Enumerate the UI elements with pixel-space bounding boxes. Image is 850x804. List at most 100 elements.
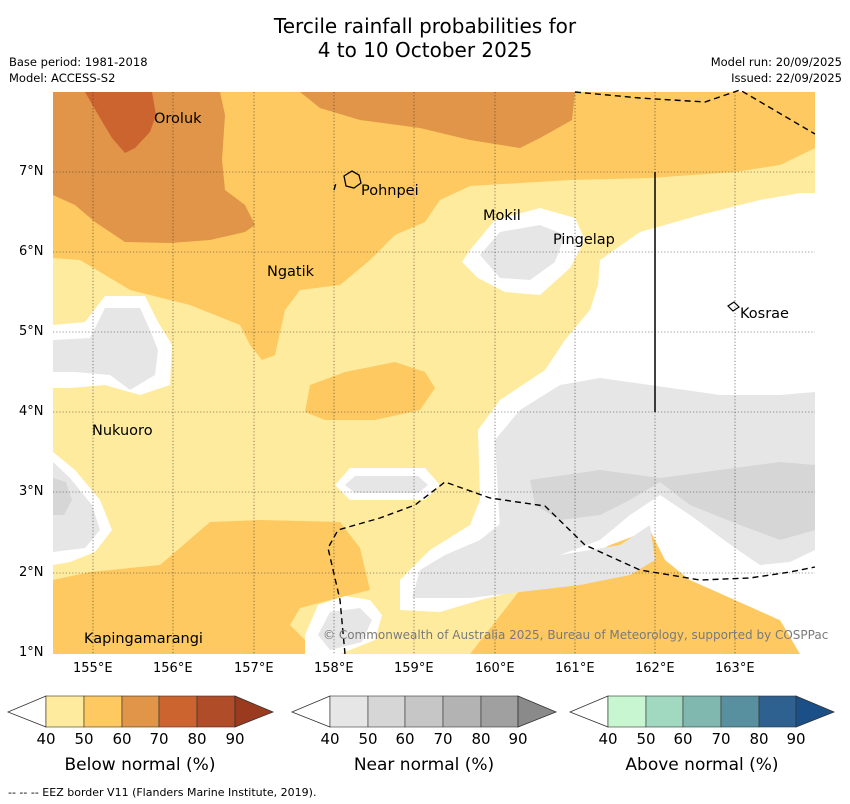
lat-label-1: 1°N (19, 645, 44, 660)
cbar-above-50 (607, 695, 647, 728)
region-near-60-east (530, 462, 815, 540)
cbar-above-90 (758, 695, 797, 728)
map-fill (53, 92, 815, 654)
region-below-80 (85, 92, 156, 153)
cbar-near-title: Near normal (%) (353, 755, 495, 775)
region-below-60-mid (305, 362, 435, 420)
cbar-above-tick-80: 80 (749, 730, 769, 748)
cbar-below-tick-50: 50 (74, 730, 94, 748)
cbar-near-50 (329, 695, 369, 728)
region-below-60-southeast (470, 530, 815, 654)
lat-label-4: 4°N (19, 404, 44, 419)
lat-label-7: 7°N (19, 164, 44, 179)
base-period: Base period: 1981-2018 (9, 55, 148, 69)
place-oroluk: Oroluk (154, 111, 202, 127)
cbar-below-tick-40: 40 (36, 730, 56, 748)
region-near-50-south (318, 608, 372, 650)
cbar-near-tick-70: 70 (433, 730, 453, 748)
cbar-near-high-arrow (517, 695, 558, 728)
lon-label-158: 158°E (314, 661, 354, 676)
cbar-above-tick-40: 40 (598, 730, 618, 748)
colorbar-near (290, 695, 558, 728)
place-pohnpei: Pohnpei (361, 183, 419, 199)
colorbar-below (6, 695, 275, 728)
cbar-near-70 (404, 695, 444, 728)
place-kosrae: Kosrae (740, 306, 789, 322)
cbar-near-low-arrow (290, 695, 331, 728)
region-below-70-west (53, 92, 255, 243)
cbar-below-title: Below normal (%) (64, 755, 216, 775)
title-line-2: 4 to 10 October 2025 (317, 38, 533, 62)
lon-label-156: 156°E (153, 661, 193, 676)
copyright: © Commonwealth of Australia 2025, Bureau… (323, 628, 829, 642)
meta-right: Model run: 20/09/2025 Issued: 22/09/2025 (711, 54, 842, 86)
cbar-above-80 (720, 695, 760, 728)
region-near-60-southwest (53, 478, 72, 515)
cbar-near-tick-40: 40 (320, 730, 340, 748)
cbar-below-50 (45, 695, 85, 728)
cbar-below-60 (83, 695, 123, 728)
cbar-above-tick-70: 70 (711, 730, 731, 748)
lon-label-161: 161°E (555, 661, 595, 676)
cbar-near-90 (480, 695, 519, 728)
cbar-above-tick-90: 90 (786, 730, 806, 748)
cbar-below-tick-60: 60 (112, 730, 132, 748)
lon-label-162: 162°E (635, 661, 675, 676)
region-near-50-mid (345, 476, 428, 493)
region-near-50-southmid (412, 520, 655, 598)
lon-label-163: 163°E (715, 661, 755, 676)
lon-label-157: 157°E (234, 661, 274, 676)
cbar-below-70 (121, 695, 160, 728)
cbar-above-title: Above normal (%) (625, 755, 779, 775)
cbar-above-tick-60: 60 (673, 730, 693, 748)
region-near-50-mokil (480, 225, 565, 280)
lon-label-159: 159°E (394, 661, 434, 676)
title-line-1: Tercile rainfall probabilities for (273, 14, 577, 38)
cbar-above-60 (645, 695, 684, 728)
place-pingelap: Pingelap (553, 232, 615, 248)
cbar-below-tick-80: 80 (187, 730, 207, 748)
place-mokil: Mokil (483, 208, 521, 224)
cbar-near-tick-50: 50 (358, 730, 378, 748)
colorbar-above (568, 695, 836, 728)
cbar-below-90 (196, 695, 236, 728)
cbar-below-80 (158, 695, 198, 728)
region-below-60-north (53, 92, 815, 360)
cbar-near-tick-80: 80 (471, 730, 491, 748)
meta-left: Base period: 1981-2018 Model: ACCESS-S2 (9, 54, 148, 86)
cbar-above-high-arrow (795, 695, 836, 728)
issued-date: Issued: 22/09/2025 (731, 71, 842, 85)
cbar-below-tick-70: 70 (149, 730, 169, 748)
eez-borders (327, 89, 816, 655)
gridlines (53, 92, 815, 654)
cbar-near-tick-60: 60 (395, 730, 415, 748)
region-near-50-west (53, 308, 158, 390)
place-ngatik: Ngatik (267, 264, 315, 280)
cbar-above-low-arrow (568, 695, 609, 728)
cbar-near-80 (442, 695, 482, 728)
cbar-near-tick-90: 90 (508, 730, 528, 748)
cbar-above-70 (682, 695, 722, 728)
pohnpei-island (343, 170, 362, 189)
cbar-below-tick-90: 90 (225, 730, 245, 748)
footer-eez-note: -- -- -- EEZ border V11 (Flanders Marine… (8, 786, 317, 799)
kosrae-island (727, 301, 740, 312)
lat-label-3: 3°N (19, 484, 44, 499)
place-kapingamarangi: Kapingamarangi (84, 631, 203, 647)
lon-label-155: 155°E (73, 661, 113, 676)
cbar-above-tick-50: 50 (636, 730, 656, 748)
model-name: Model: ACCESS-S2 (9, 71, 116, 85)
place-nukuoro: Nukuoro (92, 423, 153, 439)
cbar-below-low-arrow (6, 695, 47, 728)
model-run: Model run: 20/09/2025 (710, 55, 842, 69)
lat-label-5: 5°N (19, 324, 44, 339)
lat-label-2: 2°N (19, 565, 44, 580)
cbar-near-60 (367, 695, 406, 728)
lat-label-6: 6°N (19, 244, 44, 259)
region-below-70-north (300, 92, 575, 148)
lon-label-160: 160°E (475, 661, 515, 676)
title: Tercile rainfall probabilities for 4 to … (0, 14, 850, 62)
region-below-60-south (53, 520, 370, 654)
cbar-below-high-arrow (234, 695, 275, 728)
